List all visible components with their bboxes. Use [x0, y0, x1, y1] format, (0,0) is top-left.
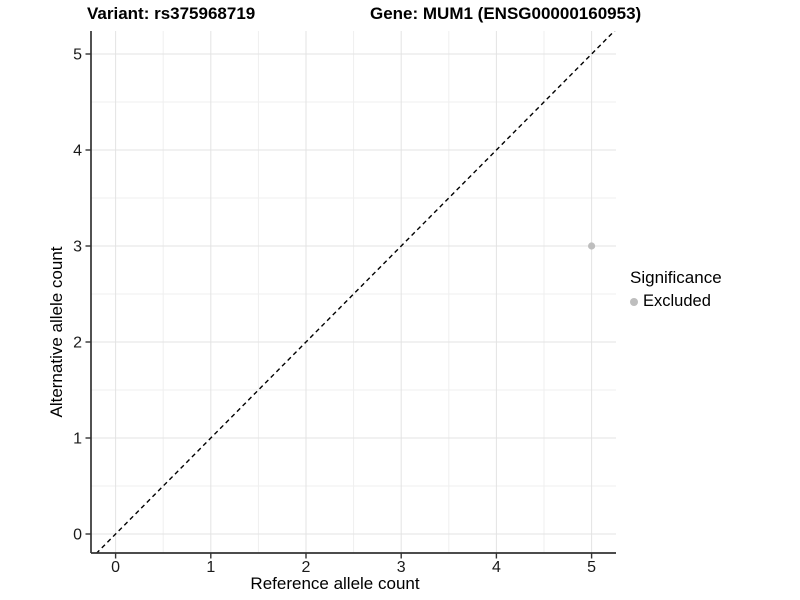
x-tick-label: 0 — [111, 559, 120, 576]
y-tick-label: 5 — [73, 47, 82, 64]
data-points — [588, 242, 596, 250]
plot-title-variant: Variant: rs375968719 — [87, 4, 256, 23]
plot-title-gene: Gene: MUM1 (ENSG00000160953) — [370, 4, 642, 23]
y-tick-label: 3 — [73, 239, 82, 256]
x-axis-ticks: 0 1 2 3 4 5 — [111, 553, 596, 576]
y-tick-label: 1 — [73, 431, 82, 448]
x-tick-label: 1 — [206, 559, 215, 576]
legend-title: Significance — [630, 268, 722, 287]
x-axis-title: Reference allele count — [250, 574, 420, 593]
grid-minor — [91, 31, 616, 553]
y-axis-ticks: 0 1 2 3 4 5 — [73, 47, 91, 544]
identity-reference-line — [95, 31, 616, 553]
y-tick-label: 4 — [73, 143, 82, 160]
data-point — [588, 242, 596, 250]
x-tick-label: 3 — [397, 559, 406, 576]
y-axis-title: Alternative allele count — [47, 246, 66, 418]
legend: Significance Excluded — [630, 268, 722, 311]
y-tick-label: 0 — [73, 527, 82, 544]
legend-item-excluded: Excluded — [630, 292, 722, 311]
grid-major — [91, 31, 616, 553]
legend-point-icon — [630, 297, 638, 306]
y-tick-label: 2 — [73, 335, 82, 352]
x-tick-label: 5 — [587, 559, 596, 576]
x-tick-label: 4 — [492, 559, 501, 576]
x-tick-label: 2 — [302, 559, 311, 576]
legend-item-label: Excluded — [643, 292, 711, 310]
